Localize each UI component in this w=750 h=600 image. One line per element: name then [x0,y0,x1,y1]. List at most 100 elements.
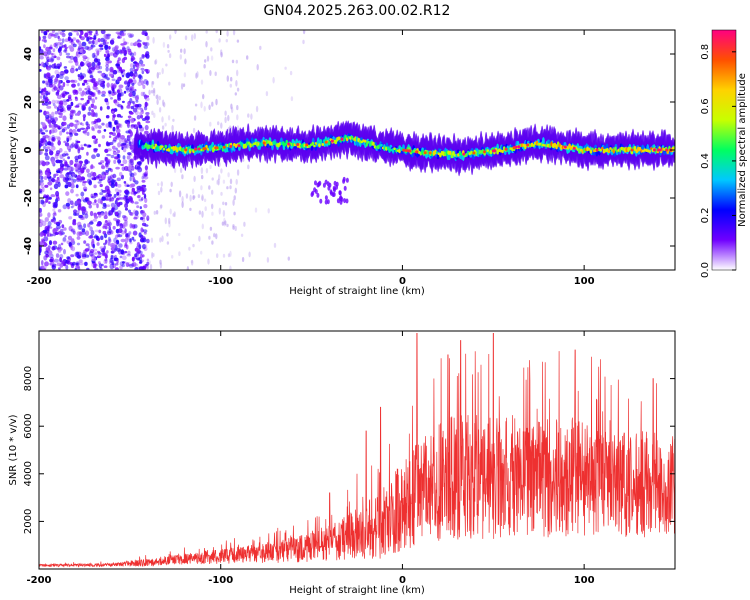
noise-speckle [137,266,141,270]
noise-speckle [136,195,140,199]
noise-speckle [133,224,138,229]
noise-speckle [41,102,46,106]
noise-speckle [47,221,52,227]
noise-speckle [112,88,115,94]
noise-speckle [77,82,80,87]
noise-speckle [131,85,135,91]
noise-speckle [90,66,96,70]
secondary-feature-blob [324,199,328,205]
noise-speckle [99,106,103,111]
faint-streak [200,250,203,255]
noise-speckle [78,87,82,92]
faint-streak [188,246,191,251]
noise-speckle [116,247,121,252]
noise-speckle [126,232,130,237]
noise-speckle [68,175,74,181]
noise-speckle [64,235,67,238]
noise-speckle [39,87,42,91]
noise-speckle [46,172,51,178]
noise-speckle [54,116,58,122]
noise-speckle [95,65,100,71]
noise-speckle [111,179,117,183]
noise-speckle [95,87,99,92]
noise-speckle [96,242,100,246]
noise-speckle [49,258,54,263]
noise-speckle [128,212,133,216]
noise-speckle [110,154,115,159]
noise-speckle [97,90,101,95]
faint-streak [226,186,229,190]
noise-speckle [57,125,61,130]
faint-streak [229,178,233,185]
noise-speckle [39,55,44,60]
noise-speckle [43,255,48,261]
noise-speckle [131,236,135,241]
noise-speckle [116,125,120,130]
faint-streak [172,213,175,217]
faint-streak [211,189,214,195]
noise-speckle [49,129,52,135]
faint-streak [172,118,175,122]
band-core [344,135,347,139]
band-peak [408,149,412,153]
noise-speckle [52,138,55,142]
noise-speckle [43,145,47,150]
noise-speckle [98,143,101,148]
band-core [578,147,581,154]
secondary-feature-blob [342,178,346,184]
noise-speckle [48,201,51,205]
noise-speckle [39,175,44,180]
faint-streak [204,206,207,212]
band-peak [572,146,576,150]
noise-speckle [48,65,52,68]
faint-streak [210,55,214,61]
noise-speckle [120,69,126,72]
noise-speckle [126,155,131,160]
secondary-feature-blob [316,192,320,198]
band-peak [402,148,406,152]
faint-streak [155,94,158,99]
noise-speckle [137,194,141,199]
noise-speckle [49,187,53,191]
noise-speckle [144,244,148,248]
noise-speckle [76,255,82,259]
noise-speckle [48,57,52,62]
faint-streak [201,174,204,180]
noise-speckle [68,32,73,37]
noise-speckle [83,188,87,192]
noise-speckle [114,45,119,50]
noise-speckle [39,150,44,155]
noise-speckle [57,209,62,213]
noise-speckle [105,222,111,227]
noise-speckle [55,150,61,155]
faint-streak [152,253,155,257]
noise-speckle [97,80,102,86]
faint-streak [148,89,151,96]
noise-speckle [80,127,86,130]
noise-speckle [66,137,69,143]
noise-speckle [59,50,63,57]
noise-speckle [82,199,88,203]
band-core [587,147,591,151]
noise-speckle [113,48,118,54]
noise-speckle [80,176,86,181]
faint-streak [179,54,182,60]
x-tick-label: -100 [208,575,233,586]
noise-speckle [123,41,127,46]
noise-speckle [134,70,138,74]
noise-speckle [115,239,120,245]
faint-streak [182,83,186,87]
band-peak [665,148,669,152]
noise-speckle [40,176,44,180]
noise-speckle [77,66,81,70]
secondary-feature-blob [327,185,331,191]
noise-speckle [141,31,145,35]
noise-speckle [134,267,139,270]
noise-speckle [84,32,89,38]
noise-speckle [69,46,75,52]
faint-streak [160,181,163,187]
noise-speckle [75,184,79,189]
noise-speckle [74,90,79,95]
noise-speckle [54,232,59,235]
faint-streak [229,185,232,190]
